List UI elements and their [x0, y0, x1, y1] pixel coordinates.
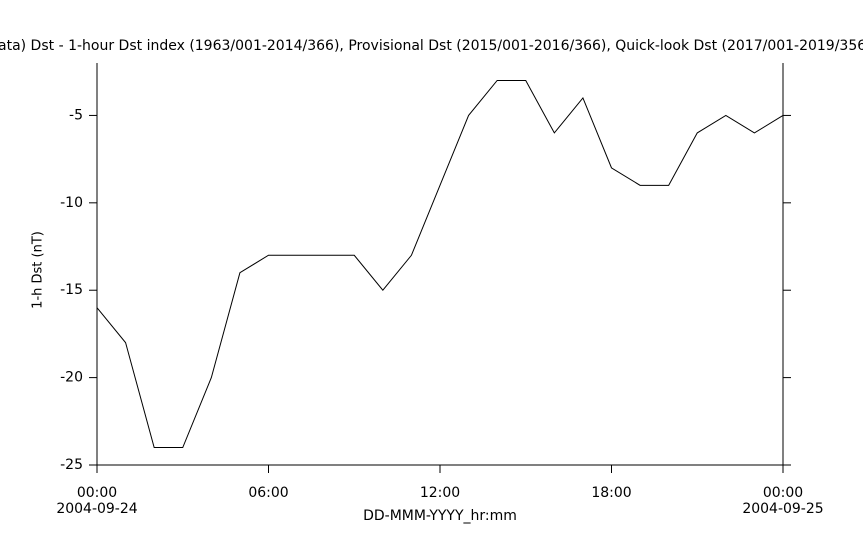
y-tick-label: -10 [60, 195, 83, 211]
y-tick-label: -15 [60, 282, 83, 298]
chart-title: ata) Dst - 1-hour Dst index (1963/001-20… [0, 38, 863, 54]
x-axis-label: DD-MMM-YYYY_hr:mm [363, 508, 517, 524]
x-tick-label: 00:00 [77, 485, 117, 501]
x-tick-label: 18:00 [591, 485, 631, 501]
x-tick-label: 12:00 [420, 485, 460, 501]
y-axis-label: 1-h Dst (nT) [31, 231, 46, 309]
data-line [96, 79, 784, 449]
x-date-label: 2004-09-24 [56, 501, 137, 517]
x-tick-label: 06:00 [248, 485, 288, 501]
x-tick-label: 00:00 [763, 485, 803, 501]
y-tick-label: -25 [60, 457, 83, 473]
y-tick-label: -20 [60, 370, 83, 386]
x-date-label: 2004-09-25 [742, 501, 823, 517]
y-tick-label: -5 [69, 107, 83, 123]
